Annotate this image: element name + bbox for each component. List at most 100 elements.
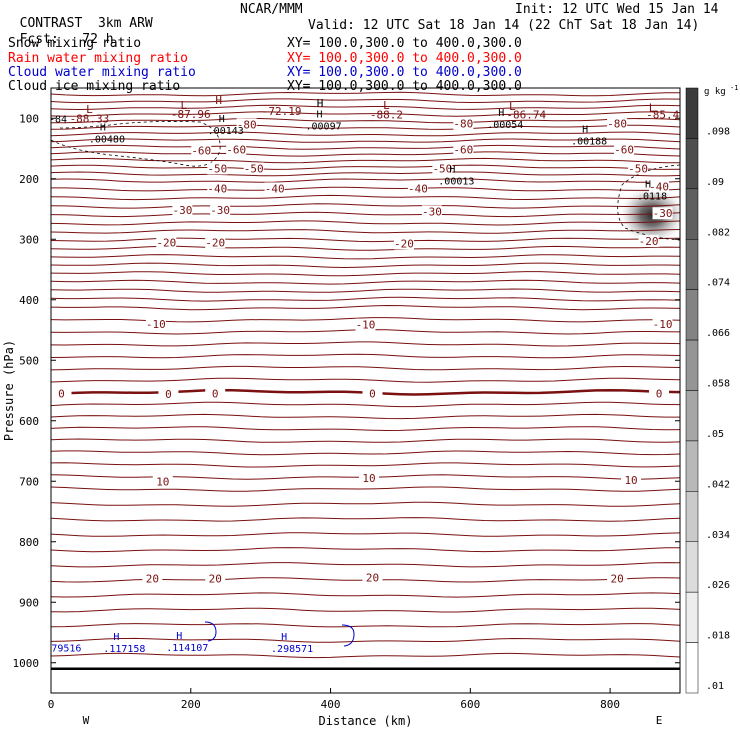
temperature-contour (51, 124, 680, 130)
x-tick-label: 600 (460, 698, 480, 711)
temperature-contour (51, 138, 680, 143)
x-tick-label: 200 (181, 698, 201, 711)
y-tick-label: 900 (19, 596, 39, 609)
snow-max-symbol: H (582, 124, 588, 135)
header-model: CONTRAST 3km ARW (4, 3, 153, 31)
temperature-contour (51, 562, 680, 568)
y-axis-label: Pressure (hPa) (2, 340, 16, 441)
isotherm-label-bg (207, 162, 228, 175)
header-fcst: Fcst: 72 h (4, 19, 114, 47)
isotherm-label: -60 (191, 144, 211, 157)
isotherm-label: 0 (212, 388, 219, 401)
colorbar-segment (685, 591, 699, 643)
isotherm-label: -80 (237, 118, 257, 131)
temperature-contour (51, 157, 680, 164)
y-tick-label: 200 (19, 173, 39, 186)
isotherm-label: -30 (210, 204, 230, 217)
isotherm-label: -50 (244, 162, 264, 175)
plot-clip-group: -80 -80 -80-60 -60 -60 -60-50 -50 -50 -50-40 -40-… (51, 91, 680, 671)
colorbar-segment (685, 541, 699, 593)
temperature-contour (51, 229, 680, 234)
isotherm-label-bg (453, 117, 474, 130)
isotherm-label: 10 (362, 472, 375, 485)
isotherm-label: 20 (366, 571, 379, 584)
isotherm-label: -40 (207, 182, 227, 195)
snow-max-symbol: H (498, 108, 504, 119)
field-name-cloud-water: Cloud water mixing ratio (8, 65, 196, 80)
isotherm-label-bg (205, 236, 226, 249)
field-name-snow: Snow mixing ratio (8, 36, 142, 51)
temperature-contour (51, 462, 680, 468)
snow-max-value: .0118 (637, 191, 667, 202)
x-end-label-east: E (656, 714, 663, 727)
cloud-water-max-value: 79516 (51, 644, 81, 655)
colorbar-segment (685, 188, 699, 240)
isotherm-label: -20 (205, 236, 225, 249)
isotherm-label: 10 (156, 475, 169, 488)
isotherm-label-bg (393, 237, 414, 250)
plot-area: -80 -80 -80-60 -60 -60 -60-50 -50 -50 -50-40 -40-… (51, 91, 680, 671)
colorbar-segment (685, 491, 699, 543)
isotherm-label: -60 (614, 144, 634, 157)
temperature-contour (51, 426, 680, 432)
isotherm-label-bg (652, 207, 673, 220)
colorbar-unit: g kg (704, 87, 726, 97)
isotherm-label: -50 (432, 162, 452, 175)
snow-max-value: .00054 (487, 120, 523, 131)
field-xy-rain: XY= 100.0,300.0 to 400.0,300.0 (287, 51, 522, 66)
temperature-contour (51, 171, 680, 177)
isotherm-label: 0 (58, 388, 65, 401)
low-symbol: L (383, 99, 390, 112)
temperature-contour (51, 637, 680, 643)
temperature-contour (51, 623, 680, 628)
temperature-contour (51, 151, 680, 157)
temperature-contour (51, 237, 680, 243)
temperature-contour (51, 104, 680, 111)
isotherm-label-bg (205, 572, 226, 585)
x-tick-label: 0 (48, 698, 55, 711)
isotherm-label: 20 (146, 573, 159, 586)
low-symbol: L (180, 99, 187, 112)
isotherm-label-bg (158, 388, 179, 401)
x-tick-label: 800 (600, 698, 620, 711)
temperature-contour (51, 111, 680, 117)
isotherm-label-bg (649, 180, 670, 193)
temperature-contour (51, 178, 680, 183)
snow-max-symbol: H (100, 123, 106, 134)
temperature-contour (51, 144, 680, 150)
isotherm-label-bg (191, 144, 212, 157)
isotherm-label-bg (607, 117, 628, 130)
cloud-water-max-symbol: H (113, 632, 119, 643)
isotherm-label: -60 (226, 144, 246, 157)
header-center: NCAR/MMM (240, 2, 303, 17)
colorbar-segment (685, 239, 699, 290)
cloud-water-max-value: .114107 (166, 643, 208, 654)
isotherm-label-bg (638, 235, 659, 248)
isotherm-label-bg (152, 475, 173, 488)
temperature-contour (51, 486, 680, 492)
temperature-contour (51, 245, 680, 251)
isotherm-label: 10 (624, 474, 637, 487)
isotherm-label: -10 (146, 318, 166, 331)
temperature-contour (51, 377, 680, 383)
temperature-contour (51, 652, 680, 659)
temperature-contour (51, 131, 680, 137)
temperature-contour (51, 592, 680, 598)
temperature-contour (51, 341, 680, 347)
min-temperature-label: -72.19 (262, 105, 302, 118)
isotherm-label-bg (621, 474, 642, 487)
cloud-water-max-value: .298571 (271, 644, 313, 655)
colorbar-segment (685, 138, 699, 190)
isotherm-label: 0 (656, 388, 663, 401)
isotherm-label: 0 (369, 388, 376, 401)
colorbar: g kg -1 .01 .018 .026 .034 .042 .05 .058 .066 .074… (685, 84, 738, 694)
temperature-contour (51, 279, 680, 285)
isotherm-label-bg (453, 143, 474, 156)
y-tick-label: 700 (19, 475, 39, 488)
snow-max-value: .00480 (89, 135, 125, 146)
x-tick-label: 400 (321, 698, 341, 711)
snow-max-symbol: H (317, 109, 323, 120)
isotherm-label: -60 (453, 144, 473, 157)
temperature-contour (51, 288, 680, 293)
